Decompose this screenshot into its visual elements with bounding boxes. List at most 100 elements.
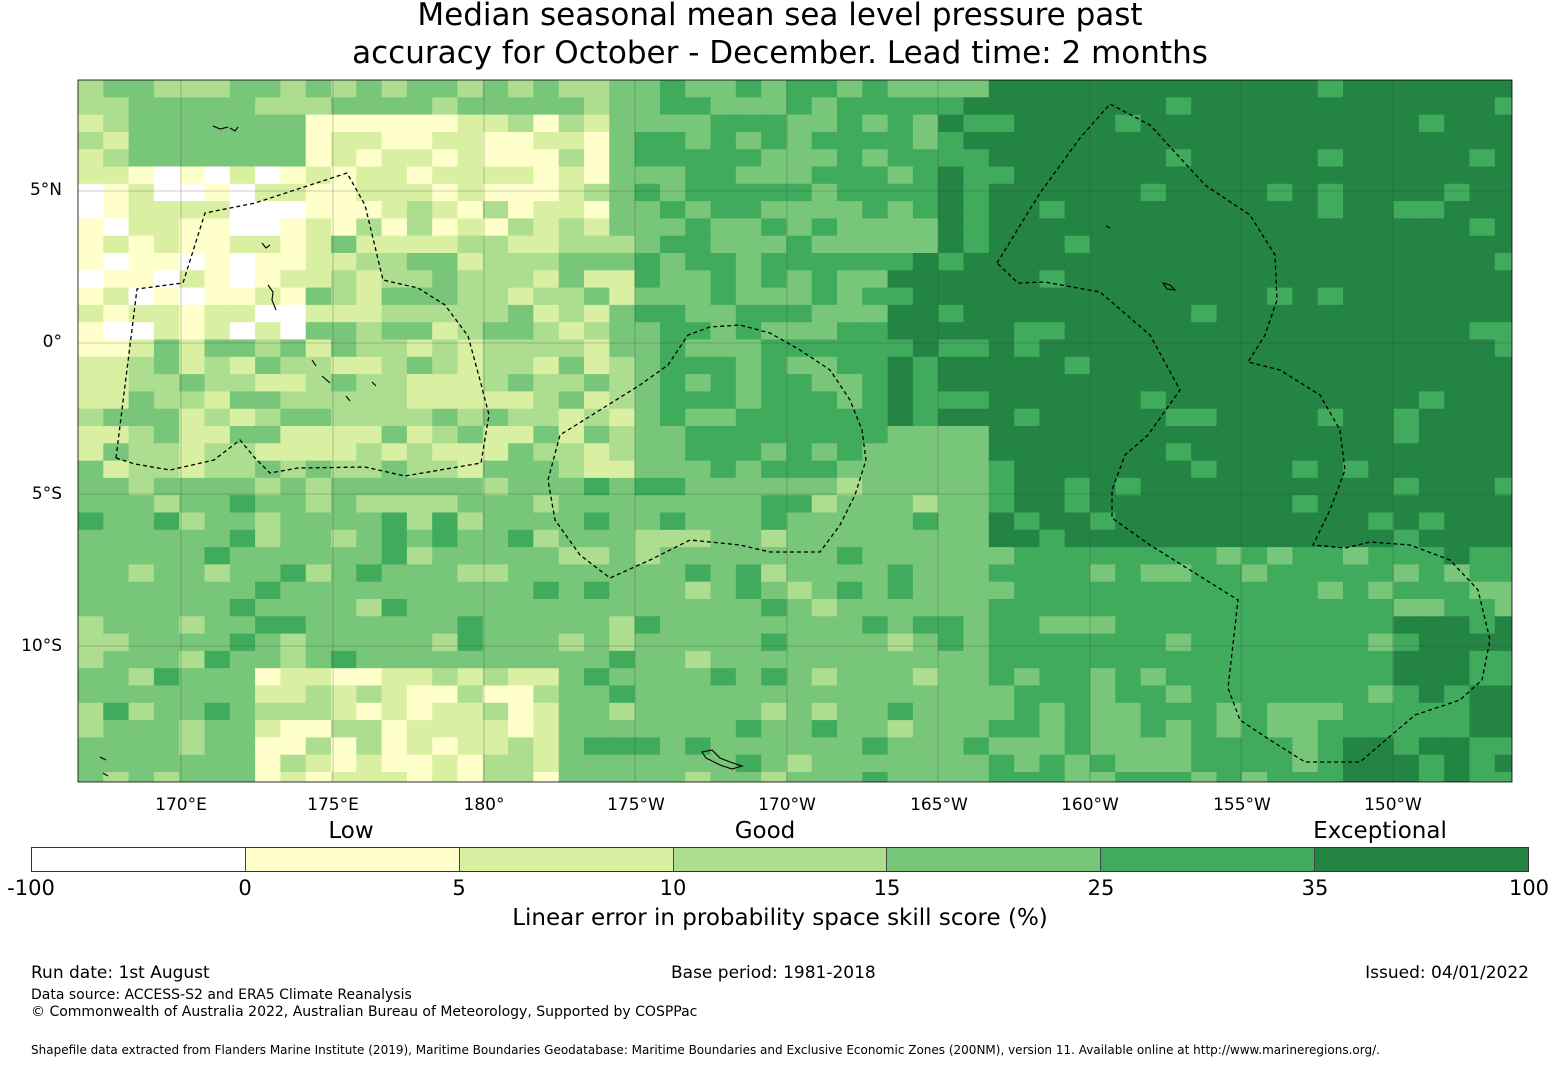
skill-cell [1469,235,1496,254]
skill-cell [229,599,256,617]
skill-cell [482,599,509,617]
skill-cell [811,650,838,669]
skill-cell [229,149,256,167]
skill-cell [1140,650,1167,669]
skill-cell [1216,201,1243,219]
skill-cell [887,218,914,237]
colorbar-tick: 25 [1087,876,1115,900]
skill-cell [179,114,205,133]
skill-cell [280,547,307,565]
skill-cell [811,443,838,462]
skill-cell [634,304,661,323]
skill-cell [305,322,332,340]
skill-cell [837,460,863,479]
skill-cell [1494,235,1512,254]
skill-cell [1090,166,1116,185]
skill-cell [1115,720,1142,738]
skill-cell [786,650,813,669]
skill-cell [356,166,383,185]
skill-cell [1444,564,1470,583]
skill-cell [837,668,863,686]
skill-cell [1418,97,1445,116]
skill-cell [381,80,408,98]
skill-cell [457,443,484,462]
skill-cell [533,650,560,669]
skill-cell [153,131,180,150]
skill-cell [1292,218,1319,237]
skill-cell [128,322,155,340]
skill-cell [963,426,990,444]
skill-cell [609,356,636,375]
skill-cell [584,322,610,340]
skill-cell [204,131,231,150]
skill-cell [811,529,838,548]
skill-cell [103,426,130,444]
skill-cell [558,599,585,617]
skill-cell [1267,97,1293,116]
skill-cell [963,235,990,254]
skill-cell [1469,650,1496,669]
skill-cell [988,512,1015,531]
skill-cell [1165,374,1192,392]
skill-cell [1165,201,1192,219]
skill-cell [229,391,256,410]
skill-cell [305,495,332,513]
skill-cell [533,772,560,782]
skill-cell [1368,114,1395,133]
skill-cell [1064,564,1091,583]
skill-cell [1191,253,1217,271]
skill-cell [533,114,560,133]
skill-cell [1191,80,1217,98]
graticule [78,80,1512,782]
skill-cell [1444,322,1470,340]
skill-cell [103,599,130,617]
skill-cell [1267,650,1293,669]
skill-cell [811,547,838,565]
skill-cell [1090,114,1116,133]
skill-cell [584,391,610,410]
skill-cell [1343,512,1369,531]
skill-cell [1165,183,1192,202]
lat-label-5n: 5°N [29,180,62,200]
skill-cell [1064,374,1091,392]
skill-cell [988,218,1015,237]
skill-cell [963,201,990,219]
skill-cell [811,304,838,323]
lon-label-165w: 165°W [910,795,968,815]
skill-cell [1444,408,1470,427]
skill-cell [280,650,307,669]
skill-cell [938,650,964,669]
skill-cell [1216,166,1243,185]
skill-cell [685,166,711,185]
skill-cell [331,166,357,185]
skill-cell [103,443,130,462]
skill-cell [659,443,686,462]
skill-cell [533,304,560,323]
skill-cell [305,183,332,202]
skill-cell [331,374,357,392]
skill-cell [1039,253,1066,271]
skill-cell [938,460,964,479]
skill-cell [837,97,863,116]
skill-cell [1368,477,1395,496]
skill-cell [609,754,636,773]
skill-cell [837,356,863,375]
skill-cell [533,564,560,583]
skill-cell [837,287,863,306]
skill-cell [988,685,1015,704]
skill-cell [356,270,383,289]
skill-cell [1014,685,1040,704]
skill-cell [1444,149,1470,167]
skill-cell [1165,668,1192,686]
lon-label-150w: 150°W [1364,795,1422,815]
skill-cell [280,287,307,306]
skill-cell [1115,253,1142,271]
skill-cell [356,80,383,98]
skill-cell [1064,183,1091,202]
skill-cell [710,322,737,340]
skill-cell [1039,80,1066,98]
colorbar-segment [32,848,246,871]
skill-cell [761,339,787,358]
skill-cell [584,356,610,375]
skill-cell [634,460,661,479]
